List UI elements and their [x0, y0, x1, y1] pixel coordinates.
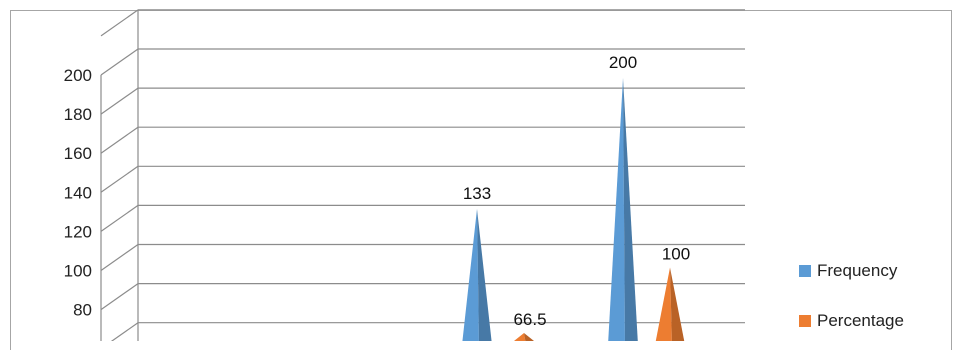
y-tick-label-80: 80	[73, 301, 92, 320]
gridline-120	[100, 204, 745, 232]
gridline-160	[100, 126, 745, 154]
y-tick-label-100: 100	[64, 262, 92, 281]
cone-frequency-1	[462, 208, 492, 341]
gridline-140	[100, 165, 745, 193]
data-labels: 133 200 66.5 100	[463, 53, 690, 329]
gridline-100	[100, 243, 745, 271]
cone-percentage-2	[655, 267, 685, 341]
gridline-220	[100, 9, 745, 37]
legend-item-frequency: Frequency	[799, 261, 898, 280]
gridline-80	[100, 283, 745, 311]
legend-swatch-percentage	[799, 315, 811, 327]
y-axis: 80 100 120 140 160 180 200	[64, 66, 92, 320]
data-label-frequency-1: 133	[463, 184, 491, 203]
grid-layer	[100, 9, 745, 341]
legend: Frequency Percentage	[799, 261, 904, 330]
gridline-200	[100, 48, 745, 76]
legend-swatch-frequency	[799, 265, 811, 277]
legend-item-percentage: Percentage	[799, 311, 904, 330]
data-label-frequency-2: 200	[609, 53, 637, 72]
chart-frame	[10, 10, 952, 350]
y-tick-label-180: 180	[64, 105, 92, 124]
y-tick-label-160: 160	[64, 144, 92, 163]
cone-frequency-2	[608, 78, 638, 341]
cone-chart: 80 100 120 140 160 180 200 133 200 66.5 100 Frequ…	[64, 9, 904, 341]
data-label-percentage-1: 66.5	[513, 310, 546, 329]
legend-label-frequency: Frequency	[817, 261, 898, 280]
cone-percentage-1	[513, 332, 535, 341]
y-tick-label-140: 140	[64, 183, 92, 202]
plot-area	[462, 78, 685, 341]
data-label-percentage-2: 100	[662, 245, 690, 264]
gridline-180	[100, 87, 745, 115]
y-tick-label-200: 200	[64, 66, 92, 85]
gridline-60	[110, 322, 745, 341]
y-tick-label-120: 120	[64, 222, 92, 241]
legend-label-percentage: Percentage	[817, 311, 904, 330]
